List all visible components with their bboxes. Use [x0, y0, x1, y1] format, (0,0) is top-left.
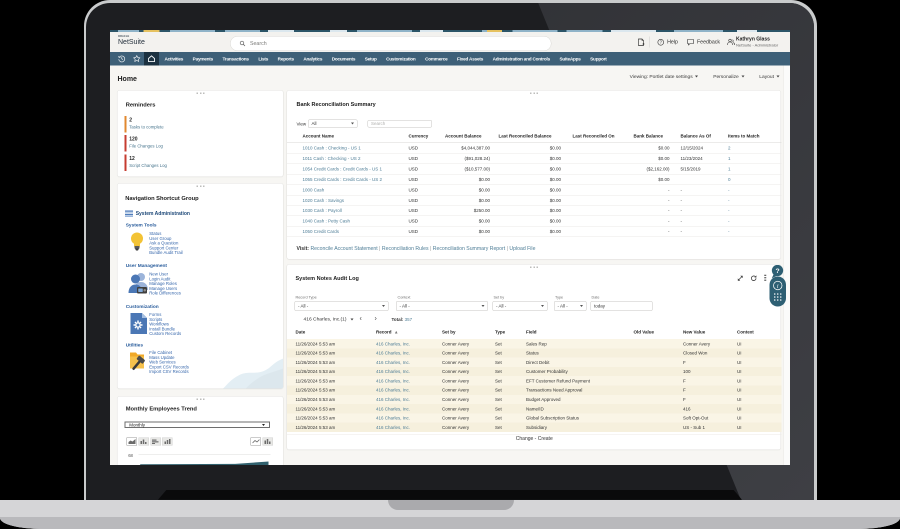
- svg-text:?: ?: [775, 267, 779, 274]
- svg-text:i: i: [777, 283, 779, 289]
- svg-text:?: ?: [660, 39, 663, 44]
